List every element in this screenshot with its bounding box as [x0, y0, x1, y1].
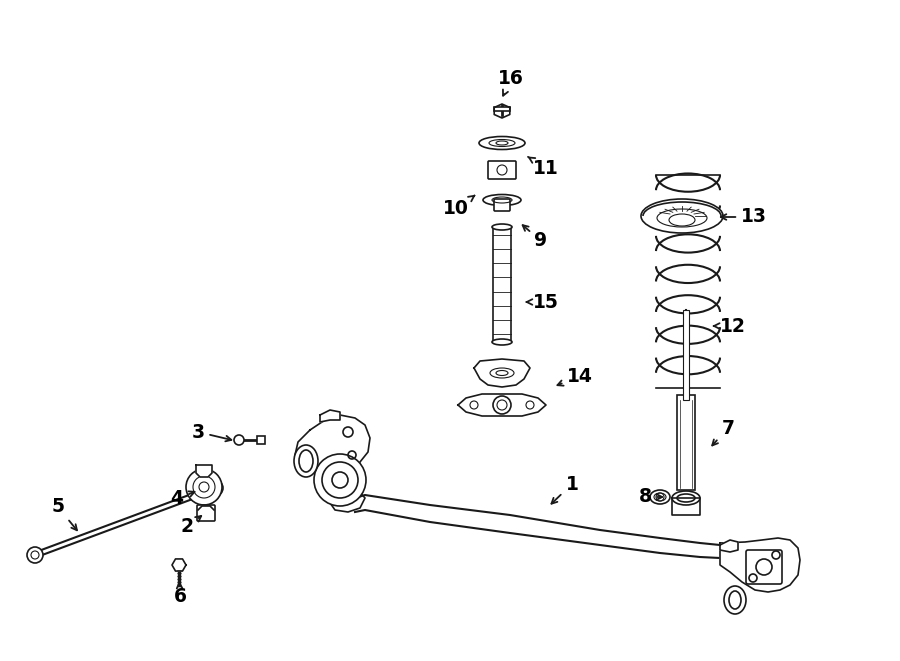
- Text: 7: 7: [712, 418, 734, 446]
- Circle shape: [207, 480, 223, 496]
- FancyBboxPatch shape: [493, 227, 511, 342]
- Ellipse shape: [294, 445, 318, 477]
- Polygon shape: [172, 559, 186, 571]
- Circle shape: [186, 469, 222, 505]
- Text: 10: 10: [443, 196, 474, 219]
- Ellipse shape: [672, 491, 700, 505]
- FancyBboxPatch shape: [197, 505, 215, 521]
- Ellipse shape: [650, 490, 670, 504]
- Text: 15: 15: [526, 293, 559, 311]
- Circle shape: [27, 547, 43, 563]
- FancyBboxPatch shape: [494, 199, 510, 211]
- Bar: [683, 310, 689, 400]
- Ellipse shape: [492, 339, 512, 345]
- Ellipse shape: [641, 199, 723, 233]
- Ellipse shape: [479, 137, 525, 149]
- Ellipse shape: [492, 224, 512, 230]
- Ellipse shape: [490, 368, 514, 378]
- Polygon shape: [355, 495, 720, 558]
- Polygon shape: [458, 394, 546, 416]
- Circle shape: [314, 454, 366, 506]
- Polygon shape: [196, 465, 212, 477]
- Text: 11: 11: [528, 157, 559, 178]
- Circle shape: [493, 396, 511, 414]
- FancyBboxPatch shape: [488, 161, 516, 179]
- FancyBboxPatch shape: [677, 395, 695, 490]
- Text: 9: 9: [523, 225, 547, 251]
- Polygon shape: [672, 498, 700, 515]
- Text: 6: 6: [174, 581, 186, 605]
- Text: 1: 1: [552, 475, 579, 504]
- Polygon shape: [494, 104, 509, 118]
- Text: 4: 4: [170, 490, 194, 508]
- FancyBboxPatch shape: [746, 550, 782, 584]
- Text: 13: 13: [721, 208, 767, 227]
- Text: 8: 8: [638, 488, 662, 506]
- Polygon shape: [720, 540, 738, 552]
- Text: 2: 2: [181, 516, 202, 537]
- Bar: [257, 436, 265, 444]
- Polygon shape: [295, 415, 370, 512]
- Circle shape: [234, 435, 244, 445]
- Text: 14: 14: [557, 366, 593, 385]
- Polygon shape: [320, 410, 340, 422]
- Bar: [494, 107, 510, 111]
- Ellipse shape: [483, 194, 521, 206]
- Polygon shape: [720, 538, 800, 592]
- Text: 3: 3: [192, 422, 231, 442]
- Ellipse shape: [724, 586, 746, 614]
- Polygon shape: [474, 359, 530, 387]
- Text: 5: 5: [51, 498, 77, 530]
- Text: 16: 16: [498, 69, 524, 96]
- Text: 12: 12: [714, 317, 746, 336]
- Circle shape: [199, 482, 209, 492]
